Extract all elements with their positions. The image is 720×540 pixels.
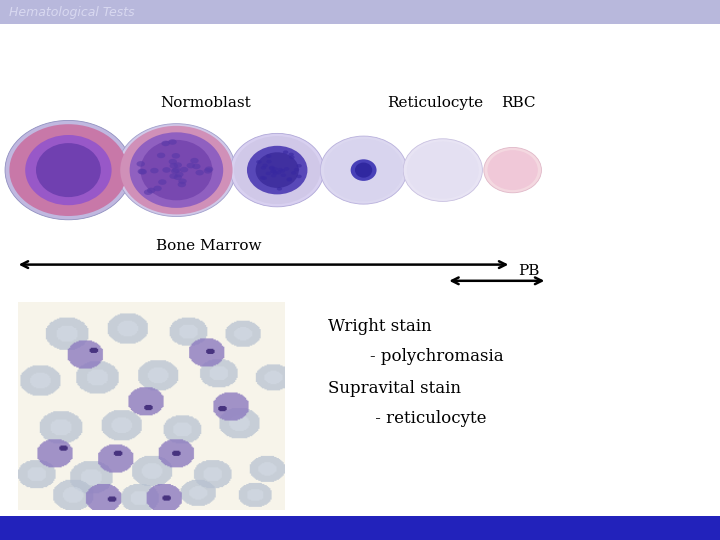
Ellipse shape <box>272 167 278 171</box>
Ellipse shape <box>171 168 179 174</box>
Ellipse shape <box>144 190 153 195</box>
Ellipse shape <box>169 173 178 179</box>
Ellipse shape <box>169 163 178 168</box>
Ellipse shape <box>260 176 265 179</box>
Ellipse shape <box>157 153 166 158</box>
Text: Wright stain: Wright stain <box>328 318 431 335</box>
Ellipse shape <box>294 168 300 171</box>
Ellipse shape <box>153 186 162 191</box>
Ellipse shape <box>147 188 156 193</box>
Ellipse shape <box>172 167 181 173</box>
Ellipse shape <box>271 170 276 173</box>
Ellipse shape <box>138 168 146 174</box>
Ellipse shape <box>266 154 271 158</box>
Text: PB: PB <box>518 264 540 278</box>
Ellipse shape <box>320 136 407 204</box>
Ellipse shape <box>192 164 201 169</box>
Ellipse shape <box>484 147 541 193</box>
Ellipse shape <box>179 178 186 184</box>
Ellipse shape <box>271 174 276 177</box>
Text: Normoblast: Normoblast <box>160 96 251 110</box>
Ellipse shape <box>269 166 275 169</box>
Ellipse shape <box>36 143 101 197</box>
Ellipse shape <box>130 132 223 208</box>
Ellipse shape <box>150 168 158 173</box>
Ellipse shape <box>278 168 283 171</box>
Bar <box>0 0 720 24</box>
Bar <box>0 516 720 540</box>
Ellipse shape <box>186 163 195 168</box>
Ellipse shape <box>284 167 289 171</box>
Ellipse shape <box>168 159 177 165</box>
Text: RBC: RBC <box>501 96 536 110</box>
Ellipse shape <box>162 167 171 173</box>
Ellipse shape <box>9 124 127 216</box>
Ellipse shape <box>355 163 372 178</box>
Ellipse shape <box>266 172 271 175</box>
Ellipse shape <box>276 171 282 174</box>
Ellipse shape <box>287 177 292 181</box>
Text: - reticulocyte: - reticulocyte <box>328 410 486 427</box>
Ellipse shape <box>175 172 184 177</box>
Ellipse shape <box>280 169 285 173</box>
Text: Reticulocyte: Reticulocyte <box>387 96 484 110</box>
Ellipse shape <box>5 120 132 220</box>
Ellipse shape <box>138 169 147 174</box>
Ellipse shape <box>287 178 292 181</box>
Ellipse shape <box>174 174 182 180</box>
Ellipse shape <box>174 162 182 168</box>
Ellipse shape <box>262 164 268 167</box>
Ellipse shape <box>234 136 320 204</box>
Ellipse shape <box>204 166 213 172</box>
Ellipse shape <box>195 170 204 176</box>
Ellipse shape <box>137 161 145 167</box>
Ellipse shape <box>487 150 538 190</box>
Ellipse shape <box>270 170 276 173</box>
Ellipse shape <box>230 133 324 207</box>
Ellipse shape <box>324 139 403 201</box>
Ellipse shape <box>140 140 212 200</box>
Text: - polychromasia: - polychromasia <box>328 348 503 365</box>
Text: Bone Marrow: Bone Marrow <box>156 239 261 253</box>
Ellipse shape <box>403 139 482 201</box>
Ellipse shape <box>256 160 261 164</box>
Ellipse shape <box>204 168 212 174</box>
Ellipse shape <box>273 171 278 175</box>
Ellipse shape <box>168 139 176 145</box>
Ellipse shape <box>289 153 294 156</box>
Ellipse shape <box>161 140 170 146</box>
Ellipse shape <box>269 166 274 170</box>
Ellipse shape <box>261 166 266 170</box>
Ellipse shape <box>247 146 307 194</box>
Ellipse shape <box>291 171 297 175</box>
Text: Supravital stain: Supravital stain <box>328 380 461 397</box>
Ellipse shape <box>281 173 286 177</box>
Ellipse shape <box>283 150 288 154</box>
Ellipse shape <box>407 141 479 199</box>
Ellipse shape <box>25 135 112 205</box>
Ellipse shape <box>158 179 166 185</box>
Ellipse shape <box>276 187 282 191</box>
Ellipse shape <box>171 153 180 159</box>
Ellipse shape <box>289 156 294 159</box>
Ellipse shape <box>180 167 188 172</box>
Ellipse shape <box>178 181 186 187</box>
Ellipse shape <box>351 159 377 181</box>
Ellipse shape <box>297 164 302 167</box>
Ellipse shape <box>266 160 271 164</box>
Ellipse shape <box>120 126 233 214</box>
Ellipse shape <box>256 152 299 188</box>
Text: Hematological Tests: Hematological Tests <box>9 5 134 19</box>
Ellipse shape <box>190 158 199 164</box>
Ellipse shape <box>261 177 267 180</box>
Ellipse shape <box>117 124 235 217</box>
Ellipse shape <box>297 174 302 178</box>
